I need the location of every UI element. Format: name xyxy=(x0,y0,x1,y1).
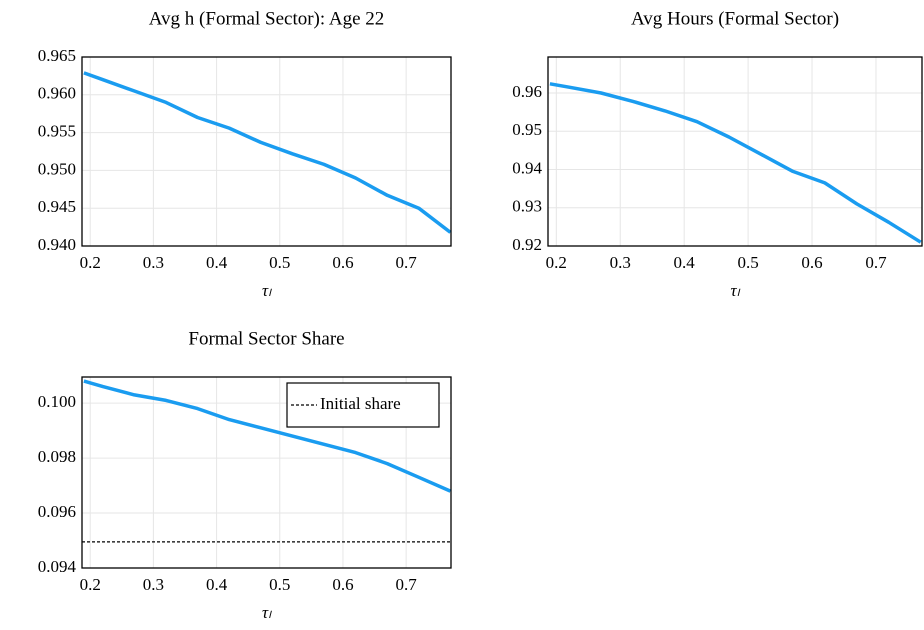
y-tick-label: 0.098 xyxy=(38,447,76,466)
y-tick-label: 0.940 xyxy=(38,235,76,254)
x-tick-label: 0.3 xyxy=(143,253,164,272)
x-tick-label: 0.4 xyxy=(206,575,228,594)
x-tick-label: 0.2 xyxy=(80,575,101,594)
y-tick-label: 0.960 xyxy=(38,84,76,103)
x-tick-label: 0.4 xyxy=(206,253,228,272)
x-tick-label: 0.2 xyxy=(546,253,567,272)
x-tick-label: 0.2 xyxy=(80,253,101,272)
x-axis-label: τₗ xyxy=(262,281,272,300)
plot-frame xyxy=(547,56,923,247)
legend-label: Initial share xyxy=(320,394,401,413)
plot-frame xyxy=(81,376,452,569)
data-line xyxy=(83,379,452,493)
y-tick-label: 0.96 xyxy=(512,82,542,101)
y-tick-label: 0.094 xyxy=(38,557,77,576)
x-axis-label: τₗ xyxy=(262,603,272,622)
x-tick-label: 0.3 xyxy=(610,253,631,272)
x-tick-label: 0.7 xyxy=(396,575,418,594)
subplot-title: Avg h (Formal Sector): Age 22 xyxy=(149,8,385,29)
x-tick-label: 0.5 xyxy=(269,575,290,594)
y-tick-label: 0.965 xyxy=(38,46,76,65)
data-line xyxy=(83,71,452,234)
x-tick-label: 0.7 xyxy=(396,253,418,272)
x-tick-label: 0.6 xyxy=(332,253,353,272)
y-tick-label: 0.93 xyxy=(512,197,542,216)
y-tick-label: 0.955 xyxy=(38,122,76,141)
subplot-title: Avg Hours (Formal Sector) xyxy=(631,8,839,29)
y-tick-label: 0.100 xyxy=(38,392,76,411)
y-tick-label: 0.94 xyxy=(512,158,542,177)
x-axis-label: τₗ xyxy=(731,281,741,300)
x-tick-label: 0.7 xyxy=(865,253,887,272)
x-tick-label: 0.6 xyxy=(801,253,822,272)
y-tick-label: 0.945 xyxy=(38,197,76,216)
x-tick-label: 0.5 xyxy=(737,253,758,272)
y-tick-label: 0.92 xyxy=(512,235,542,254)
data-line xyxy=(549,82,922,244)
y-tick-label: 0.950 xyxy=(38,159,76,178)
x-tick-label: 0.4 xyxy=(674,253,696,272)
x-tick-label: 0.5 xyxy=(269,253,290,272)
plot-frame xyxy=(81,56,452,247)
y-tick-label: 0.95 xyxy=(512,120,542,139)
x-tick-label: 0.3 xyxy=(143,575,164,594)
subplot-title: Formal Sector Share xyxy=(188,328,344,349)
x-tick-label: 0.6 xyxy=(332,575,353,594)
y-tick-label: 0.096 xyxy=(38,502,76,521)
